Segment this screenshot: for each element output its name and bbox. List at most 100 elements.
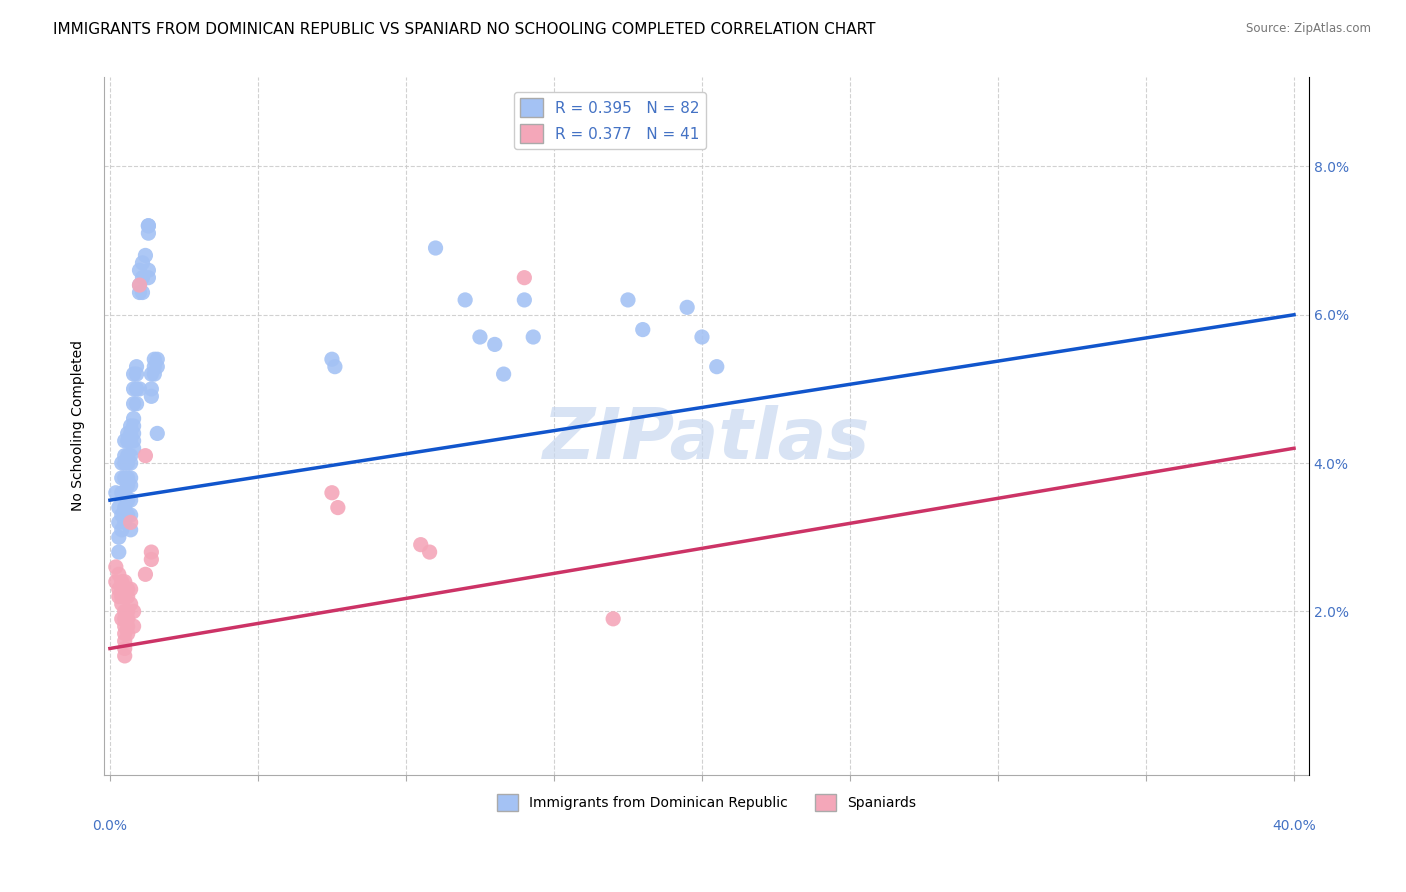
Point [120,516,142,530]
Point [128,278,150,293]
Point [111,574,134,589]
Point [131,270,153,285]
Point [138,219,160,233]
Point [706,359,728,374]
Point [117,590,139,604]
Point [117,619,139,633]
Point [120,508,142,522]
Point [120,597,142,611]
Text: Source: ZipAtlas.com: Source: ZipAtlas.com [1246,22,1371,36]
Point [138,270,160,285]
Point [146,359,169,374]
Point [114,434,136,448]
Point [111,456,134,470]
Y-axis label: No Schooling Completed: No Schooling Completed [72,341,86,511]
Point [117,508,139,522]
Point [141,367,163,381]
Text: IMMIGRANTS FROM DOMINICAN REPUBLIC VS SPANIARD NO SCHOOLING COMPLETED CORRELATIO: IMMIGRANTS FROM DOMINICAN REPUBLIC VS SP… [53,22,876,37]
Point [143,352,166,367]
Point [513,293,536,307]
Point [125,359,148,374]
Point [141,545,163,559]
Point [676,301,699,315]
Point [107,500,129,515]
Point [321,352,343,367]
Point [114,574,136,589]
Point [114,449,136,463]
Point [114,471,136,485]
Point [468,330,491,344]
Point [617,293,640,307]
Point [602,612,624,626]
Point [114,590,136,604]
Point [114,634,136,648]
Point [125,367,148,381]
Point [111,590,134,604]
Point [128,263,150,277]
Text: ZIPatlas: ZIPatlas [543,406,870,475]
Point [146,426,169,441]
Point [134,567,156,582]
Text: 40.0%: 40.0% [1272,819,1316,833]
Point [114,485,136,500]
Point [143,367,166,381]
Point [107,530,129,544]
Point [419,545,441,559]
Point [117,626,139,640]
Point [114,456,136,470]
Point [117,612,139,626]
Point [111,471,134,485]
Point [114,500,136,515]
Legend: Immigrants from Dominican Republic, Spaniards: Immigrants from Dominican Republic, Span… [491,789,922,816]
Point [122,434,145,448]
Point [114,641,136,656]
Point [522,330,544,344]
Point [122,397,145,411]
Point [122,419,145,434]
Point [114,604,136,618]
Point [128,285,150,300]
Point [120,434,142,448]
Point [122,619,145,633]
Point [141,389,163,403]
Point [114,648,136,663]
Point [117,478,139,492]
Point [513,270,536,285]
Point [107,516,129,530]
Point [111,612,134,626]
Point [107,545,129,559]
Point [104,485,127,500]
Point [138,263,160,277]
Point [131,256,153,270]
Point [690,330,713,344]
Point [323,359,346,374]
Point [122,604,145,618]
Point [484,337,506,351]
Point [117,471,139,485]
Point [134,449,156,463]
Point [111,485,134,500]
Point [117,456,139,470]
Point [141,382,163,396]
Point [111,582,134,596]
Point [120,426,142,441]
Point [107,590,129,604]
Point [111,508,134,522]
Point [117,426,139,441]
Point [128,278,150,293]
Point [138,226,160,240]
Point [131,285,153,300]
Point [107,582,129,596]
Point [117,493,139,508]
Point [114,626,136,640]
Point [117,604,139,618]
Point [122,442,145,456]
Point [117,582,139,596]
Point [104,560,127,574]
Point [425,241,447,255]
Point [120,478,142,492]
Point [125,382,148,396]
Point [120,493,142,508]
Point [120,449,142,463]
Point [128,382,150,396]
